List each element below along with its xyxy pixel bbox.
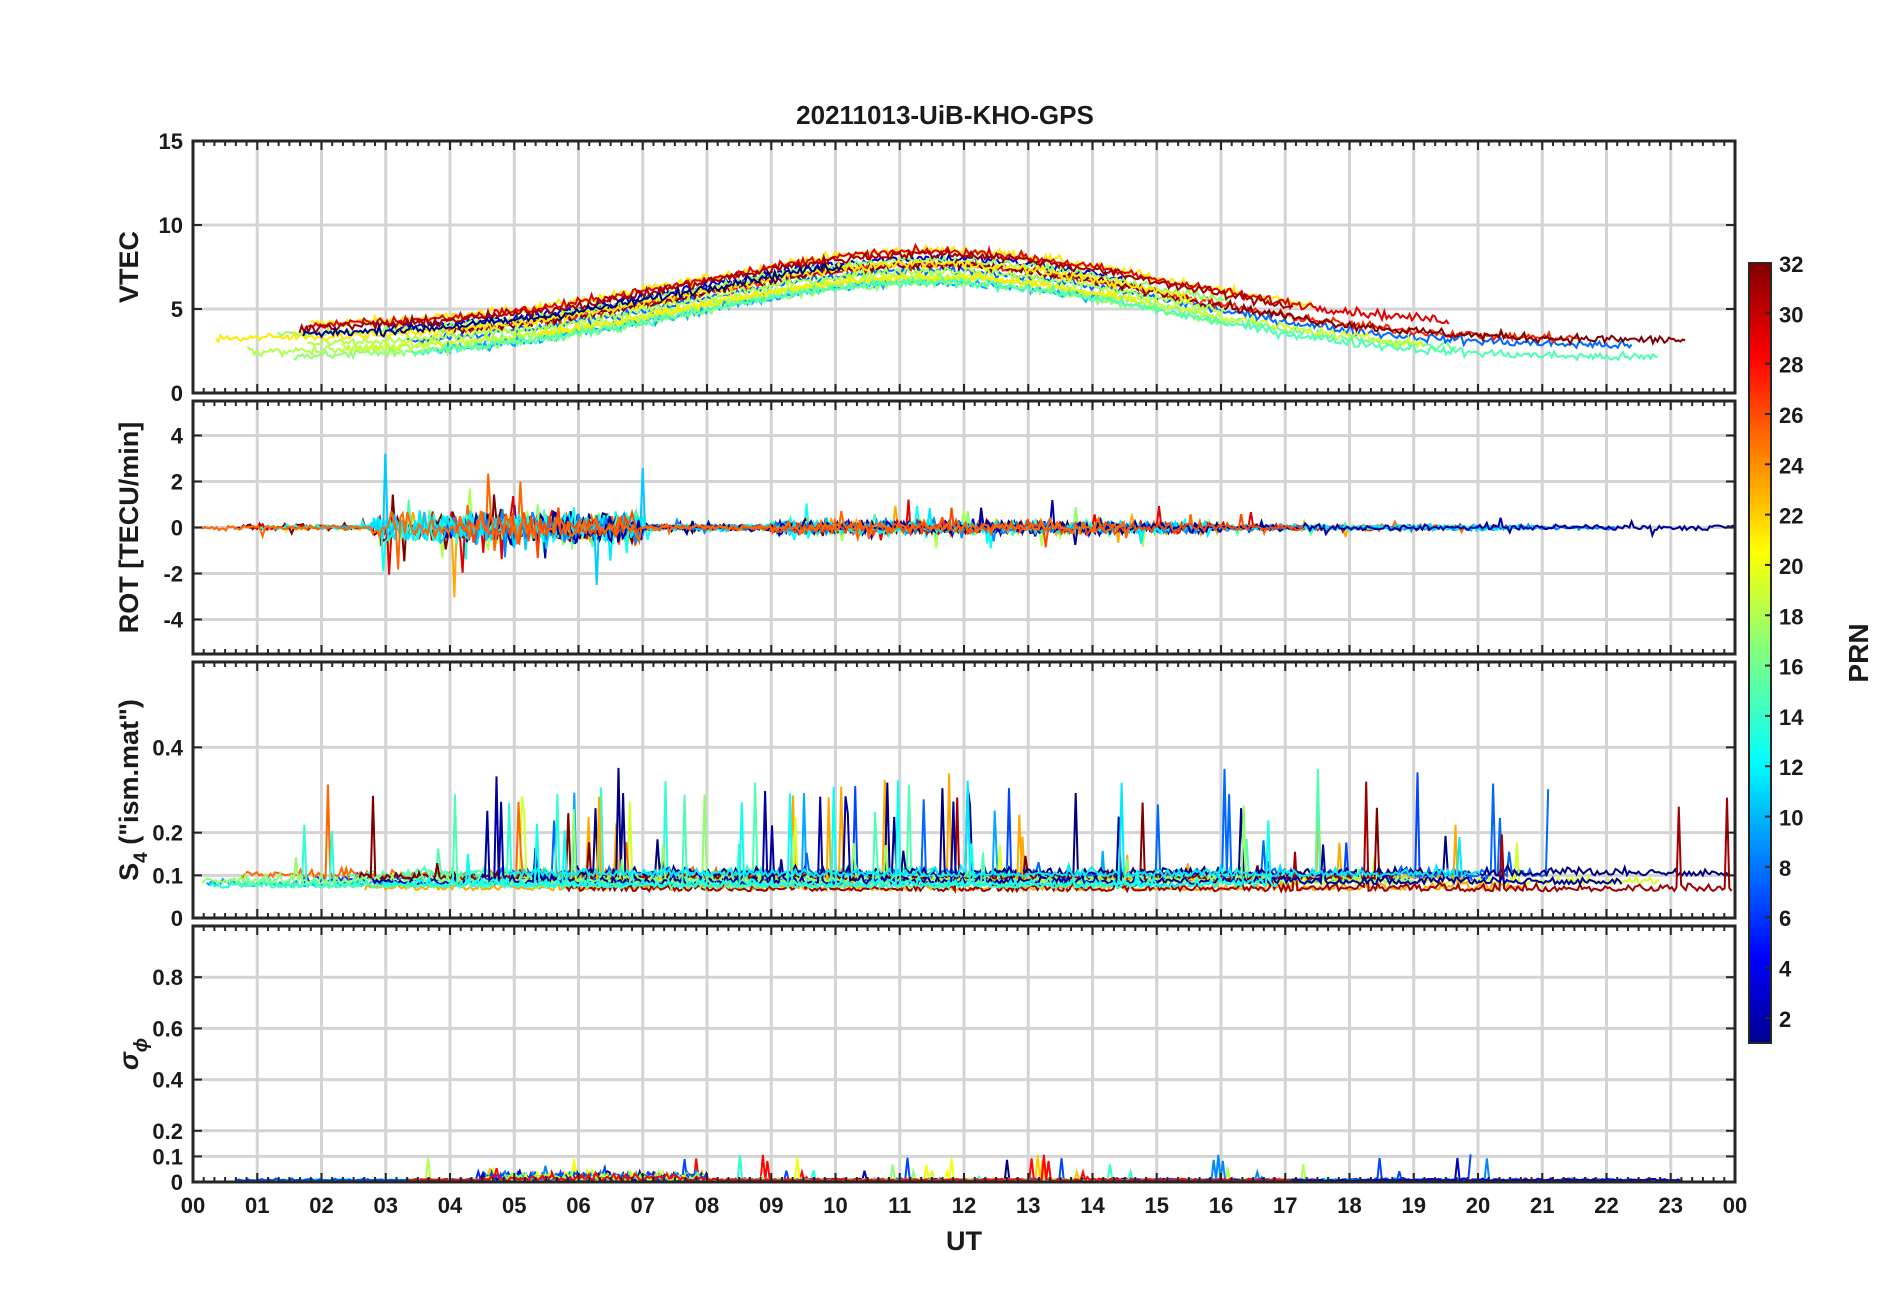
satellite-trace bbox=[507, 780, 1481, 880]
satellite-trace bbox=[293, 276, 1230, 361]
x-tick-label: 23 bbox=[1659, 1193, 1683, 1218]
y-axis-label-main: S bbox=[114, 863, 144, 881]
satellite-trace bbox=[201, 794, 1416, 887]
traces bbox=[201, 767, 1733, 894]
y-tick-label: -4 bbox=[163, 608, 183, 633]
colorbar-label: PRN bbox=[1843, 623, 1874, 682]
satellite-trace bbox=[565, 781, 1733, 894]
satellite-trace bbox=[406, 1154, 1293, 1182]
y-axis-label-sub: ϕ bbox=[131, 1038, 152, 1052]
colorbar-tick-label: 10 bbox=[1779, 806, 1803, 831]
x-tick-label: 13 bbox=[1016, 1193, 1040, 1218]
y-tick-label: 0.2 bbox=[152, 1119, 183, 1144]
colorbar-tick-label: 18 bbox=[1779, 604, 1803, 629]
colorbar-tick-label: 2 bbox=[1779, 1007, 1791, 1032]
satellite-trace bbox=[298, 248, 1294, 336]
colorbar-tick-label: 14 bbox=[1779, 705, 1804, 730]
x-tick-label: 00 bbox=[1723, 1193, 1747, 1218]
y-axis-label-rest: ("ism.mat") bbox=[114, 699, 144, 852]
y-tick-label: 2 bbox=[171, 470, 183, 495]
colorbar-tick-label: 32 bbox=[1779, 252, 1803, 277]
satellite-trace bbox=[341, 271, 1424, 354]
colorbar-tick-label: 16 bbox=[1779, 655, 1803, 680]
x-tick-label: 16 bbox=[1209, 1193, 1233, 1218]
x-tick-label: 03 bbox=[374, 1193, 398, 1218]
panel-s4: 00.10.20.4S4 ("ism.mat") bbox=[114, 660, 1737, 931]
chart-title: 20211013-UiB-KHO-GPS bbox=[796, 100, 1094, 130]
x-tick-label: 01 bbox=[245, 1193, 269, 1218]
colorbar-tick-label: 20 bbox=[1779, 554, 1803, 579]
colorbar-tick-label: 12 bbox=[1779, 755, 1803, 780]
x-tick-label: 04 bbox=[438, 1193, 463, 1218]
x-tick-label: 07 bbox=[631, 1193, 655, 1218]
y-tick-label: 10 bbox=[159, 213, 183, 238]
y-tick-label: 0 bbox=[171, 381, 183, 406]
colorbar-tick-label: 28 bbox=[1779, 353, 1803, 378]
x-tick-label: 00 bbox=[181, 1193, 205, 1218]
x-tick-label: 22 bbox=[1594, 1193, 1618, 1218]
x-tick-label: 19 bbox=[1402, 1193, 1426, 1218]
x-tick-label: 10 bbox=[823, 1193, 847, 1218]
colorbar-tick-label: 30 bbox=[1779, 302, 1803, 327]
x-tick-label: 12 bbox=[952, 1193, 976, 1218]
panel-rot: -4 -2 0 2 4 ROT [TECU/min] bbox=[114, 399, 1737, 656]
colorbar-tick-label: 22 bbox=[1779, 504, 1803, 529]
colorbar-tick-label: 6 bbox=[1779, 906, 1791, 931]
x-tick-label: 06 bbox=[566, 1193, 590, 1218]
satellite-trace bbox=[452, 257, 1686, 347]
y-tick-label: 0.2 bbox=[152, 821, 183, 846]
y-axis-label: S4 ("ism.mat") bbox=[114, 699, 152, 881]
colorbar-tick-label: 26 bbox=[1779, 403, 1803, 428]
y-axis-label: σϕ bbox=[114, 1038, 152, 1070]
y-axis-label: VTEC bbox=[114, 231, 144, 303]
x-tick-label: 11 bbox=[888, 1193, 911, 1218]
x-tick-label: 08 bbox=[695, 1193, 719, 1218]
x-tick-label: 20 bbox=[1466, 1193, 1490, 1218]
satellite-trace bbox=[382, 780, 1279, 890]
panel-sigma-phi: 00.10.2 0.4 0.6 0.8 σϕ bbox=[114, 924, 1737, 1195]
panel-vtec: 0 5 10 15 VTEC bbox=[114, 129, 1737, 406]
x-tick-label: 05 bbox=[502, 1193, 526, 1218]
x-tick-label: 14 bbox=[1080, 1193, 1105, 1218]
y-axis-label: ROT [TECU/min] bbox=[114, 422, 144, 633]
satellite-trace bbox=[410, 275, 1658, 362]
y-tick-label: 4 bbox=[171, 424, 184, 449]
satellite-trace bbox=[363, 796, 1526, 894]
y-axis-label-sub: 4 bbox=[131, 852, 152, 863]
y-tick-label: 0.8 bbox=[152, 965, 183, 990]
satellite-trace bbox=[302, 262, 845, 339]
satellite-trace bbox=[215, 258, 1193, 344]
x-tick-label: 15 bbox=[1145, 1193, 1169, 1218]
y-axis-label-main: σ bbox=[114, 1051, 144, 1070]
x-tick-label: 17 bbox=[1273, 1193, 1297, 1218]
x-axis-label: UT bbox=[946, 1226, 982, 1256]
satellite-trace bbox=[307, 265, 1225, 349]
traces bbox=[200, 453, 1735, 598]
x-tick-label: 18 bbox=[1337, 1193, 1361, 1218]
x-tick-label: 02 bbox=[309, 1193, 333, 1218]
colorbar-tick-label: 4 bbox=[1779, 957, 1792, 982]
x-tick-label: 09 bbox=[759, 1193, 783, 1218]
y-tick-label: 5 bbox=[171, 297, 183, 322]
y-tick-label: 0.4 bbox=[152, 735, 183, 760]
y-tick-label: 0 bbox=[171, 906, 183, 931]
colorbar-tick-label: 24 bbox=[1779, 453, 1804, 478]
x-tick-label: 21 bbox=[1530, 1193, 1554, 1218]
y-tick-label: 15 bbox=[159, 129, 183, 154]
y-tick-label: -2 bbox=[163, 562, 183, 587]
y-tick-label: 0.4 bbox=[152, 1068, 183, 1093]
satellite-trace bbox=[200, 510, 1131, 570]
y-tick-label: 0 bbox=[171, 516, 183, 541]
colorbar-gradient bbox=[1748, 262, 1772, 1044]
y-tick-label: 0.6 bbox=[152, 1016, 183, 1041]
colorbar-tick-label: 8 bbox=[1779, 856, 1791, 881]
y-tick-label: 0.1 bbox=[152, 863, 183, 888]
y-tick-label: 0.1 bbox=[152, 1144, 183, 1169]
y-tick-label: 0 bbox=[171, 1170, 183, 1195]
traces bbox=[215, 242, 1686, 362]
